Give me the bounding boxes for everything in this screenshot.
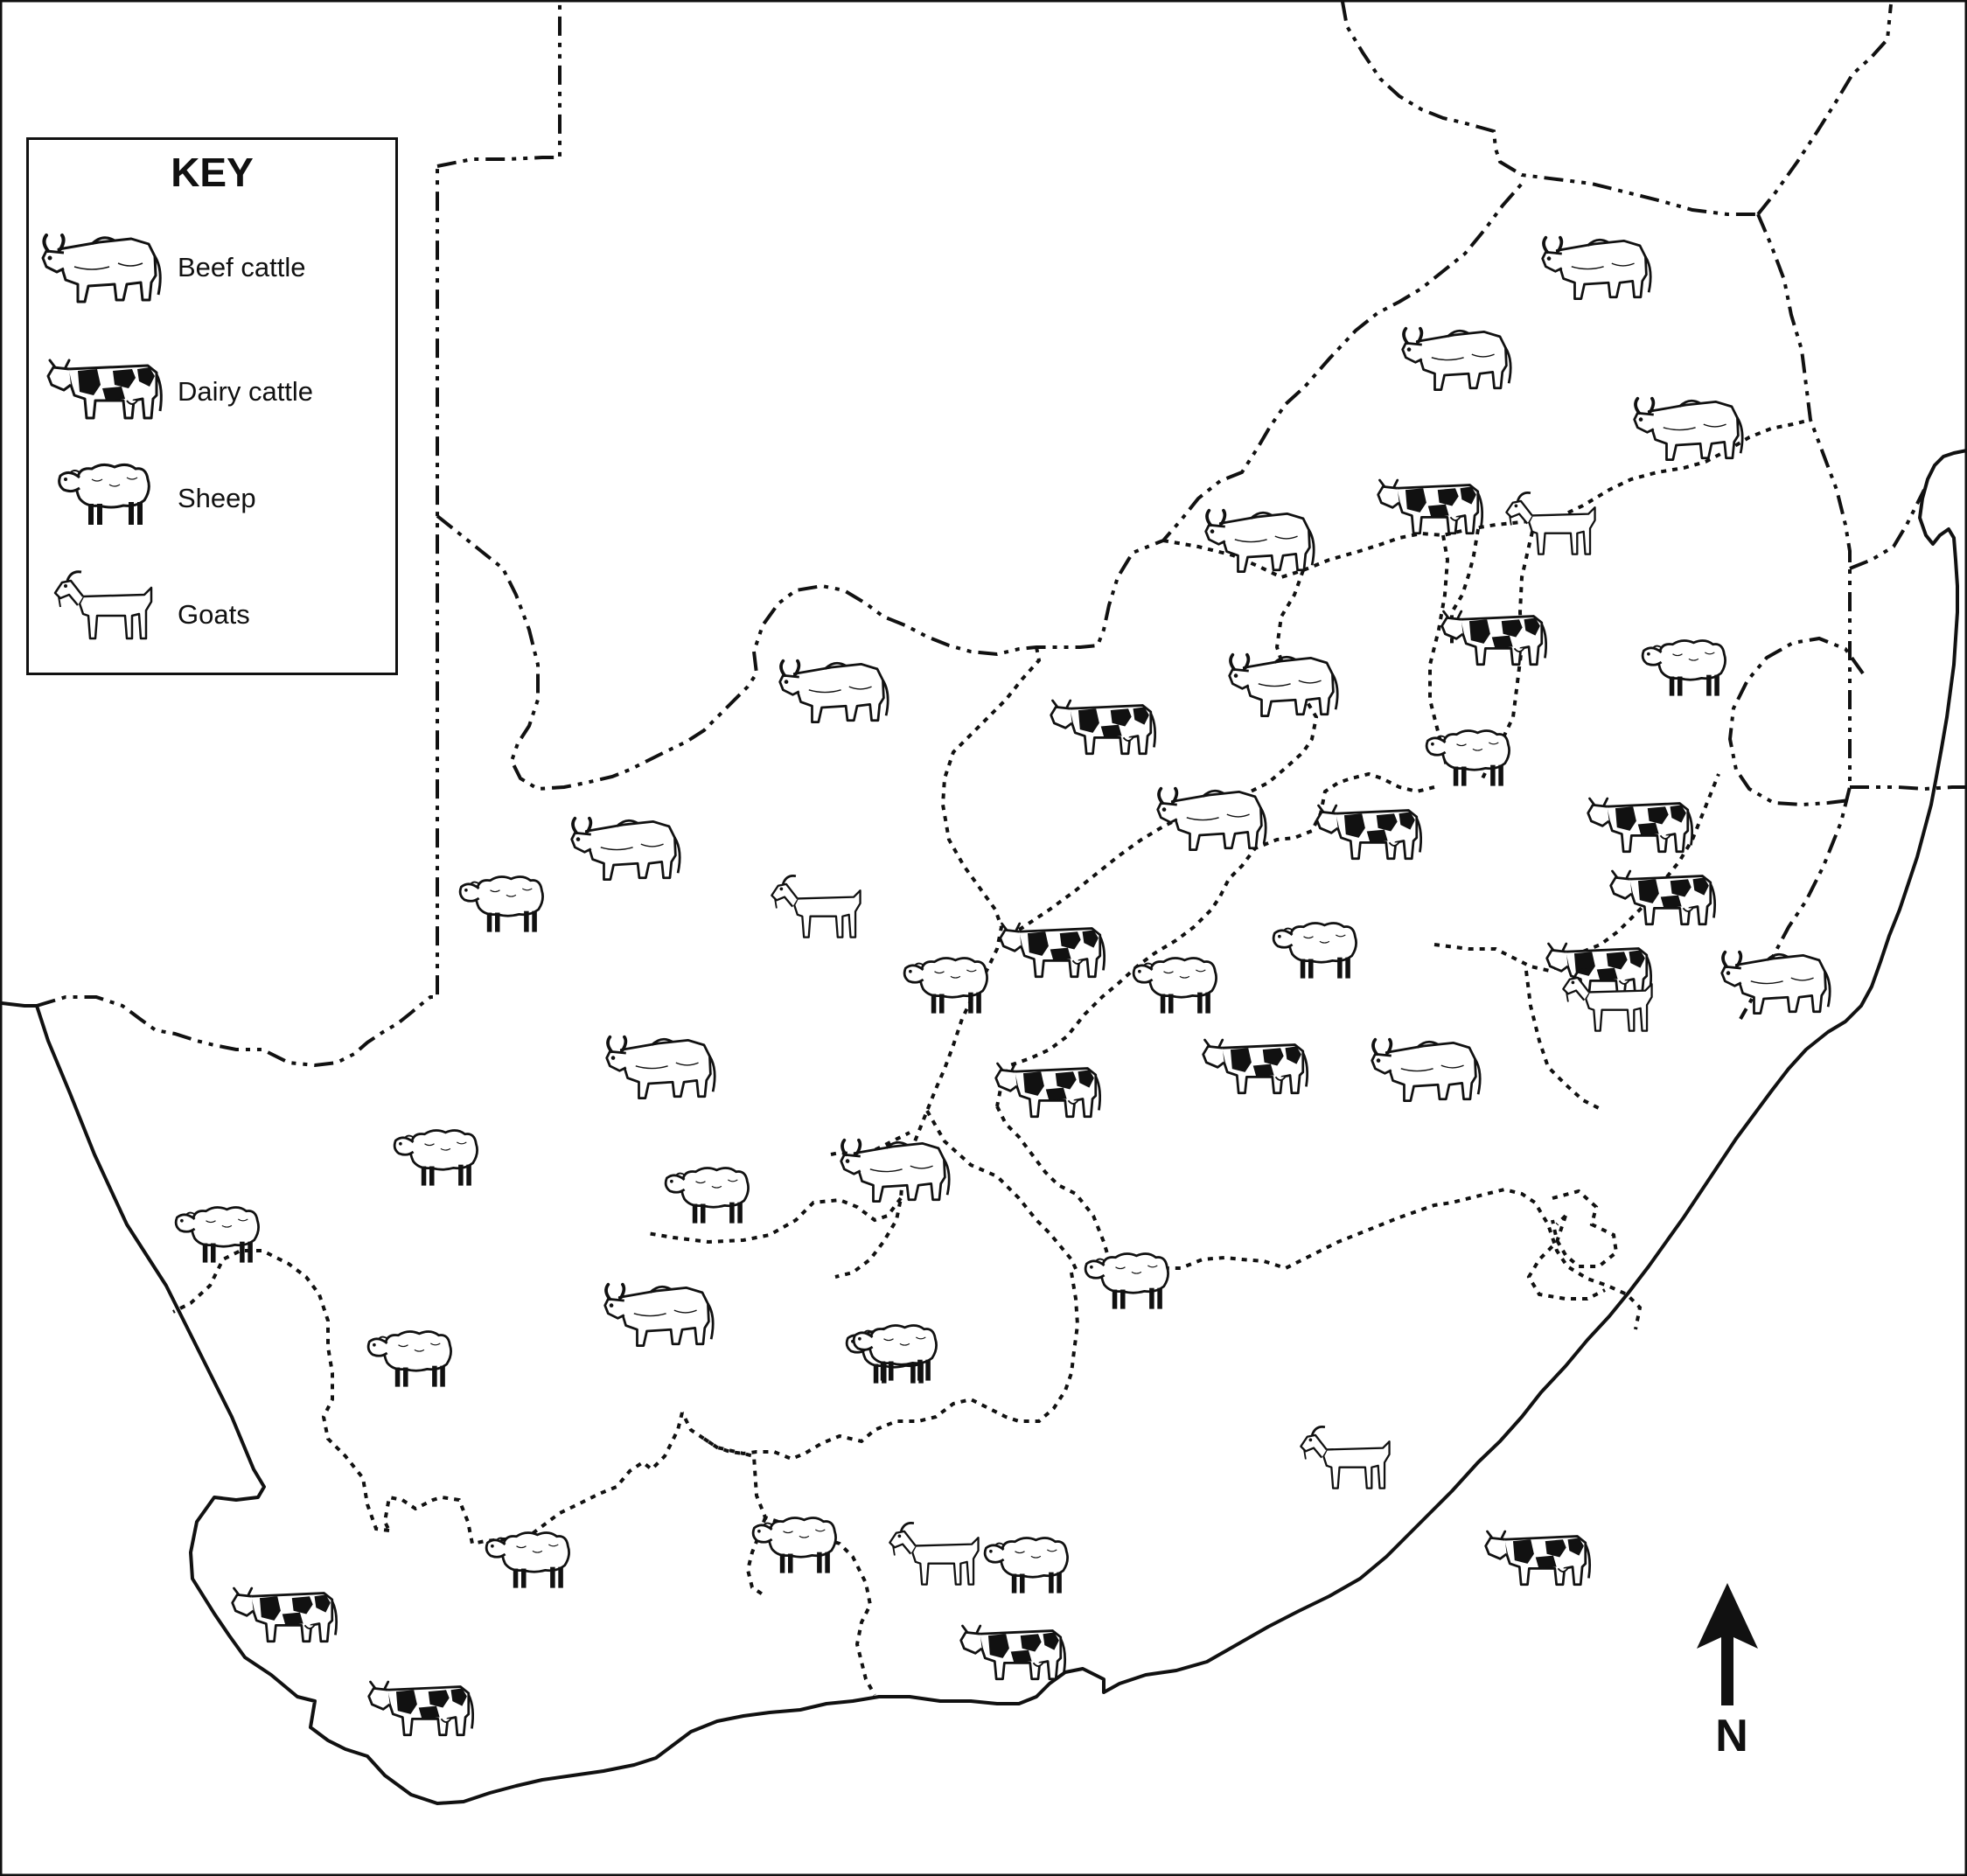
north-arrow-icon [1697, 1583, 1758, 1705]
sheep-symbol-icon [1084, 1252, 1169, 1310]
beef-symbol-icon [1632, 396, 1745, 462]
dairy-symbol-icon [999, 922, 1106, 979]
sheep-symbol-icon [664, 1167, 750, 1224]
sheep-symbol-icon [393, 1129, 478, 1187]
beef-symbol-icon [1203, 508, 1316, 574]
goat-symbol-icon [1299, 1426, 1391, 1489]
international-borders [36, 1, 1967, 1068]
beef-symbol-icon [1227, 652, 1340, 718]
legend-dairy-icon [46, 359, 163, 420]
beef-symbol-icon [1400, 326, 1513, 392]
dairy-symbol-icon [1202, 1038, 1309, 1095]
dairy-symbol-icon [1587, 797, 1694, 854]
livestock-symbols [174, 235, 1832, 1737]
sheep-symbol-icon [751, 1517, 837, 1574]
dairy-symbol-icon [367, 1680, 475, 1737]
beef-symbol-icon [604, 1035, 717, 1100]
legend-goat-label: Goats [178, 599, 250, 630]
sheep-symbol-icon [1132, 957, 1217, 1015]
provincial-boundaries [172, 418, 1811, 1696]
sheep-symbol-icon [1272, 922, 1357, 980]
beef-symbol-icon [1370, 1037, 1482, 1103]
coastline [1, 449, 1967, 1805]
dairy-symbol-icon [1377, 478, 1484, 535]
sheep-symbol-icon [983, 1537, 1069, 1594]
dairy-symbol-icon [231, 1587, 338, 1643]
sheep-symbol-icon [366, 1330, 452, 1388]
sheep-symbol-icon [485, 1531, 570, 1589]
north-label: N [1715, 1711, 1748, 1761]
goat-symbol-icon [770, 875, 861, 938]
legend-goat-icon [53, 570, 153, 640]
beef-symbol-icon [1155, 786, 1268, 852]
sheep-symbol-icon [1425, 729, 1510, 787]
beef-symbol-icon [1540, 235, 1653, 301]
dairy-symbol-icon [1609, 869, 1717, 926]
legend-sheep-icon [58, 463, 150, 527]
legend-beef-icon [41, 234, 162, 303]
beef-symbol-icon [839, 1138, 952, 1203]
legend-dairy-label: Dairy cattle [178, 376, 314, 407]
dairy-symbol-icon [959, 1624, 1067, 1681]
dairy-symbol-icon [1050, 699, 1157, 756]
sheep-symbol-icon [1641, 639, 1726, 697]
beef-symbol-icon [1719, 950, 1832, 1015]
dairy-symbol-icon [1440, 610, 1548, 666]
legend-title: KEY [171, 150, 254, 195]
goat-symbol-icon [1504, 492, 1596, 555]
goat-symbol-icon [888, 1522, 980, 1586]
dairy-symbol-icon [1484, 1530, 1592, 1587]
beef-symbol-icon [569, 816, 682, 882]
dairy-symbol-icon [1315, 804, 1423, 861]
sheep-symbol-icon [174, 1206, 260, 1264]
dairy-symbol-icon [994, 1062, 1102, 1119]
legend-beef-label: Beef cattle [178, 252, 306, 282]
sheep-symbol-icon [458, 875, 544, 933]
map-legend: KEY Beef cattle Dairy cattle Sheep Goats [26, 137, 398, 675]
sheep-symbol-icon [903, 957, 988, 1015]
beef-symbol-icon [778, 659, 890, 724]
beef-symbol-icon [603, 1282, 715, 1348]
legend-sheep-label: Sheep [178, 483, 256, 513]
